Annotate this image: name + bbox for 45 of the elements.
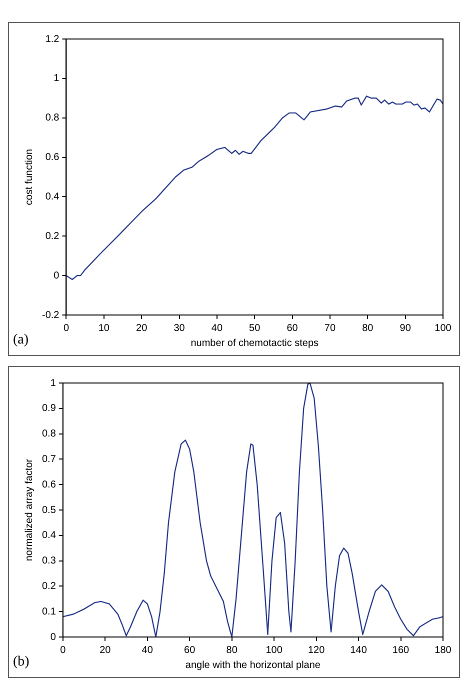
y-tick-label: 0.2 [42, 580, 56, 592]
y-tick-label: 1 [54, 73, 60, 84]
x-tick-label: 20 [136, 322, 148, 334]
y-tick-label: 0.5 [42, 504, 56, 516]
y-tick-label: 0.2 [45, 230, 60, 242]
y-tick-label: 1.2 [45, 34, 60, 45]
y-axis-title: normalized array factor [24, 458, 35, 562]
y-tick-label: 1 [50, 378, 56, 389]
y-tick-label: 0.8 [45, 112, 60, 124]
y-tick-label: 0.8 [42, 428, 56, 440]
x-tick-label: 140 [350, 644, 368, 656]
x-tick-label: 80 [226, 644, 238, 656]
x-tick-label: 120 [308, 644, 326, 656]
x-tick-label: 40 [211, 322, 223, 334]
x-tick-label: 100 [434, 322, 452, 334]
y-tick-label: 0 [50, 632, 56, 643]
y-tick-label: 0.4 [42, 530, 56, 542]
x-tick-label: 40 [142, 644, 154, 656]
x-axis-title: number of chemotactic steps [190, 338, 319, 349]
y-tick-label: 0.6 [45, 152, 60, 164]
text: (a) [13, 332, 29, 348]
x-tick-label: 70 [324, 322, 336, 334]
y-tick-label: 0 [54, 270, 60, 282]
x-tick-label: 30 [174, 322, 186, 334]
x-tick-label: 90 [400, 322, 412, 334]
x-tick-label: 0 [63, 322, 70, 334]
y-tick-label: 0.4 [45, 191, 60, 202]
y-tick-label: 0.6 [42, 479, 56, 490]
y-tick-label: 0.7 [42, 454, 56, 465]
x-tick-label: 20 [100, 644, 112, 656]
y-axis-title: cost function [24, 148, 35, 206]
x-tick-label: 80 [362, 322, 374, 334]
x-axis-title: angle with the horizontal plane [185, 660, 321, 671]
x-tick-label: 180 [434, 644, 452, 656]
x-tick-label: 60 [286, 322, 298, 334]
y-tick-label: 0.1 [42, 606, 56, 618]
x-tick-label: 10 [98, 322, 110, 334]
y-tick-label: -0.2 [42, 310, 60, 321]
x-tick-label: 100 [266, 644, 283, 656]
x-tick-label: 160 [392, 644, 410, 656]
text: (b) [13, 654, 30, 670]
x-tick-label: 50 [249, 322, 261, 334]
y-tick-label: 0.9 [42, 403, 56, 414]
x-tick-label: 60 [184, 644, 196, 656]
y-tick-label: 0.3 [42, 556, 56, 567]
